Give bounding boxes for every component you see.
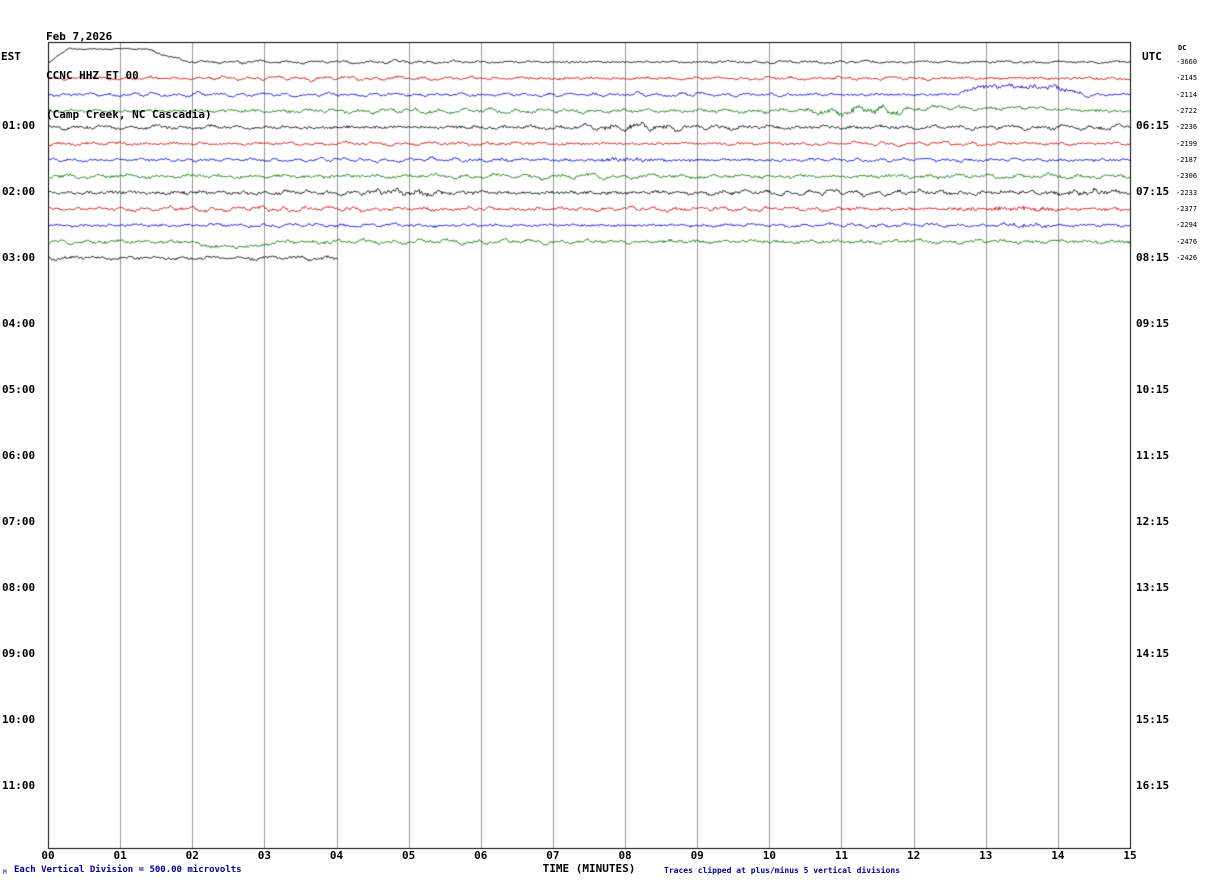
left-time-label: 04:00	[2, 317, 36, 330]
left-time-label: 05:00	[2, 383, 36, 396]
dc-value: -2377	[1176, 204, 1198, 213]
x-tick-label: 04	[329, 849, 344, 862]
left-time-label: 01:00	[2, 119, 36, 132]
x-tick-label: 14	[1051, 849, 1065, 862]
dc-column-title: DC	[1178, 44, 1187, 52]
dc-value: -2187	[1176, 155, 1198, 164]
x-tick-label: 01	[113, 849, 127, 862]
dc-value: -2426	[1176, 253, 1198, 262]
left-time-label: 11:00	[2, 779, 36, 792]
right-axis-title: UTC	[1142, 50, 1162, 63]
x-tick-label: 02	[185, 849, 199, 862]
right-time-label: 06:15	[1136, 119, 1170, 132]
dc-value: -2233	[1176, 188, 1198, 197]
footer-scale-note: Each Vertical Division = 500.00 microvol…	[14, 865, 242, 875]
dc-value: -2722	[1176, 106, 1198, 115]
x-tick-label: 12	[906, 849, 921, 862]
dc-value: -2145	[1176, 74, 1198, 83]
x-tick-label: 13	[979, 849, 993, 862]
right-time-label: 15:15	[1136, 713, 1170, 726]
left-axis-title: EST	[1, 50, 21, 63]
right-time-label: 13:15	[1136, 581, 1170, 594]
left-time-label: 10:00	[2, 713, 36, 726]
right-time-label: 09:15	[1136, 317, 1170, 330]
header: Feb 7,2026 CCNC HHZ ET 00 (Camp Creek, N…	[46, 4, 212, 147]
header-date: Feb 7,2026	[46, 30, 113, 43]
right-time-label: 12:15	[1136, 515, 1170, 528]
x-tick-label: 06	[474, 849, 488, 862]
dc-value: -2114	[1176, 90, 1198, 99]
scale-marker: M	[3, 869, 7, 876]
footer-clip-note: Traces clipped at plus/minus 5 vertical …	[664, 866, 901, 875]
x-axis-title: TIME (MINUTES)	[542, 862, 636, 875]
x-tick-label: 03	[257, 849, 272, 862]
right-time-label: 07:15	[1136, 185, 1170, 198]
header-station: CCNC HHZ ET 00	[46, 69, 139, 82]
x-tick-label: 09	[690, 849, 704, 862]
x-tick-label: 11	[834, 849, 849, 862]
left-time-label: 08:00	[2, 581, 36, 594]
left-time-label: 09:00	[2, 647, 36, 660]
right-time-label: 08:15	[1136, 251, 1170, 264]
right-time-label: 10:15	[1136, 383, 1170, 396]
right-time-label: 14:15	[1136, 647, 1170, 660]
header-location: (Camp Creek, NC Cascadia)	[46, 108, 212, 121]
dc-value: -2236	[1176, 123, 1198, 132]
x-tick-label: 15	[1123, 849, 1137, 862]
dc-value: -2294	[1176, 221, 1198, 230]
dc-value: -3660	[1176, 58, 1198, 66]
dc-value: -2306	[1176, 172, 1198, 181]
x-tick-label: 10	[762, 849, 776, 862]
right-time-label: 16:15	[1136, 779, 1170, 792]
x-tick-label: 00	[41, 849, 55, 862]
dc-value: -2199	[1176, 139, 1198, 148]
left-time-label: 07:00	[2, 515, 36, 528]
left-time-label: 06:00	[2, 449, 36, 462]
left-time-label: 02:00	[2, 185, 36, 198]
left-time-label: 03:00	[2, 251, 36, 264]
x-tick-label: 07	[546, 849, 560, 862]
x-tick-label: 05	[402, 849, 416, 862]
right-time-label: 11:15	[1136, 449, 1170, 462]
x-tick-label: 08	[618, 849, 632, 862]
dc-value: -2476	[1176, 237, 1198, 246]
